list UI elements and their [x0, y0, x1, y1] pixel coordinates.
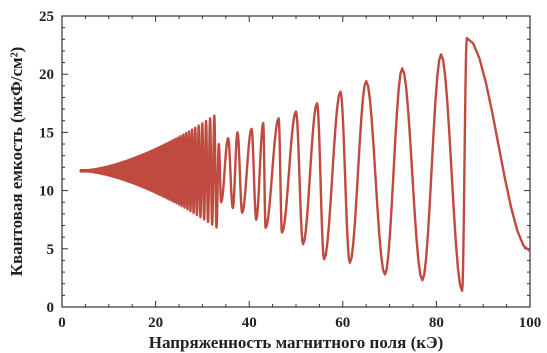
y-axis-label: Квантовая емкость (мкФ/см²): [7, 47, 26, 277]
capacitance-line: [79, 36, 531, 292]
y-tick-label: 10: [39, 184, 54, 200]
x-tick-label: 20: [148, 315, 163, 331]
y-tick-label: 15: [39, 125, 54, 141]
series-curve: [79, 36, 531, 292]
y-tick-label: 5: [47, 242, 55, 258]
axis-ticks: 0 20 40 60 80 100 0 5 10 15 20 25: [39, 9, 541, 331]
y-tick-label: 20: [39, 67, 54, 83]
x-tick-label: 40: [242, 315, 257, 331]
x-tick-label: 80: [429, 315, 444, 331]
y-tick-label: 25: [39, 9, 54, 25]
y-tick-label: 0: [47, 300, 55, 316]
x-tick-label: 0: [58, 315, 66, 331]
x-tick-label: 100: [519, 315, 542, 331]
x-axis-label: Напряженность магнитного поля (кЭ): [149, 333, 444, 352]
x-tick-label: 60: [335, 315, 350, 331]
